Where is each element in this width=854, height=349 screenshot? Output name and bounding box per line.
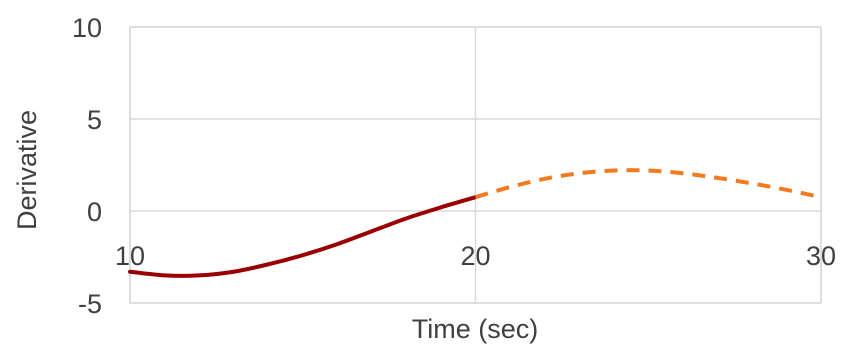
series-group [128,168,822,278]
y-tick-label: 5 [87,105,102,135]
y-axis-title: Derivative [12,110,42,230]
series-line-dashed [474,168,822,200]
x-axis-title: Time (sec) [412,314,539,344]
tick-labels: -5 0 5 10 10 20 30 [72,13,836,319]
y-tick-label: 0 [87,197,102,227]
y-tick-label: -5 [78,289,102,319]
y-tick-label: 10 [72,13,102,43]
x-tick-label: 20 [460,241,490,271]
x-tick-label: 30 [806,241,836,271]
x-tick-label: 10 [115,241,145,271]
series-line-solid [128,195,478,278]
grid [129,26,822,304]
